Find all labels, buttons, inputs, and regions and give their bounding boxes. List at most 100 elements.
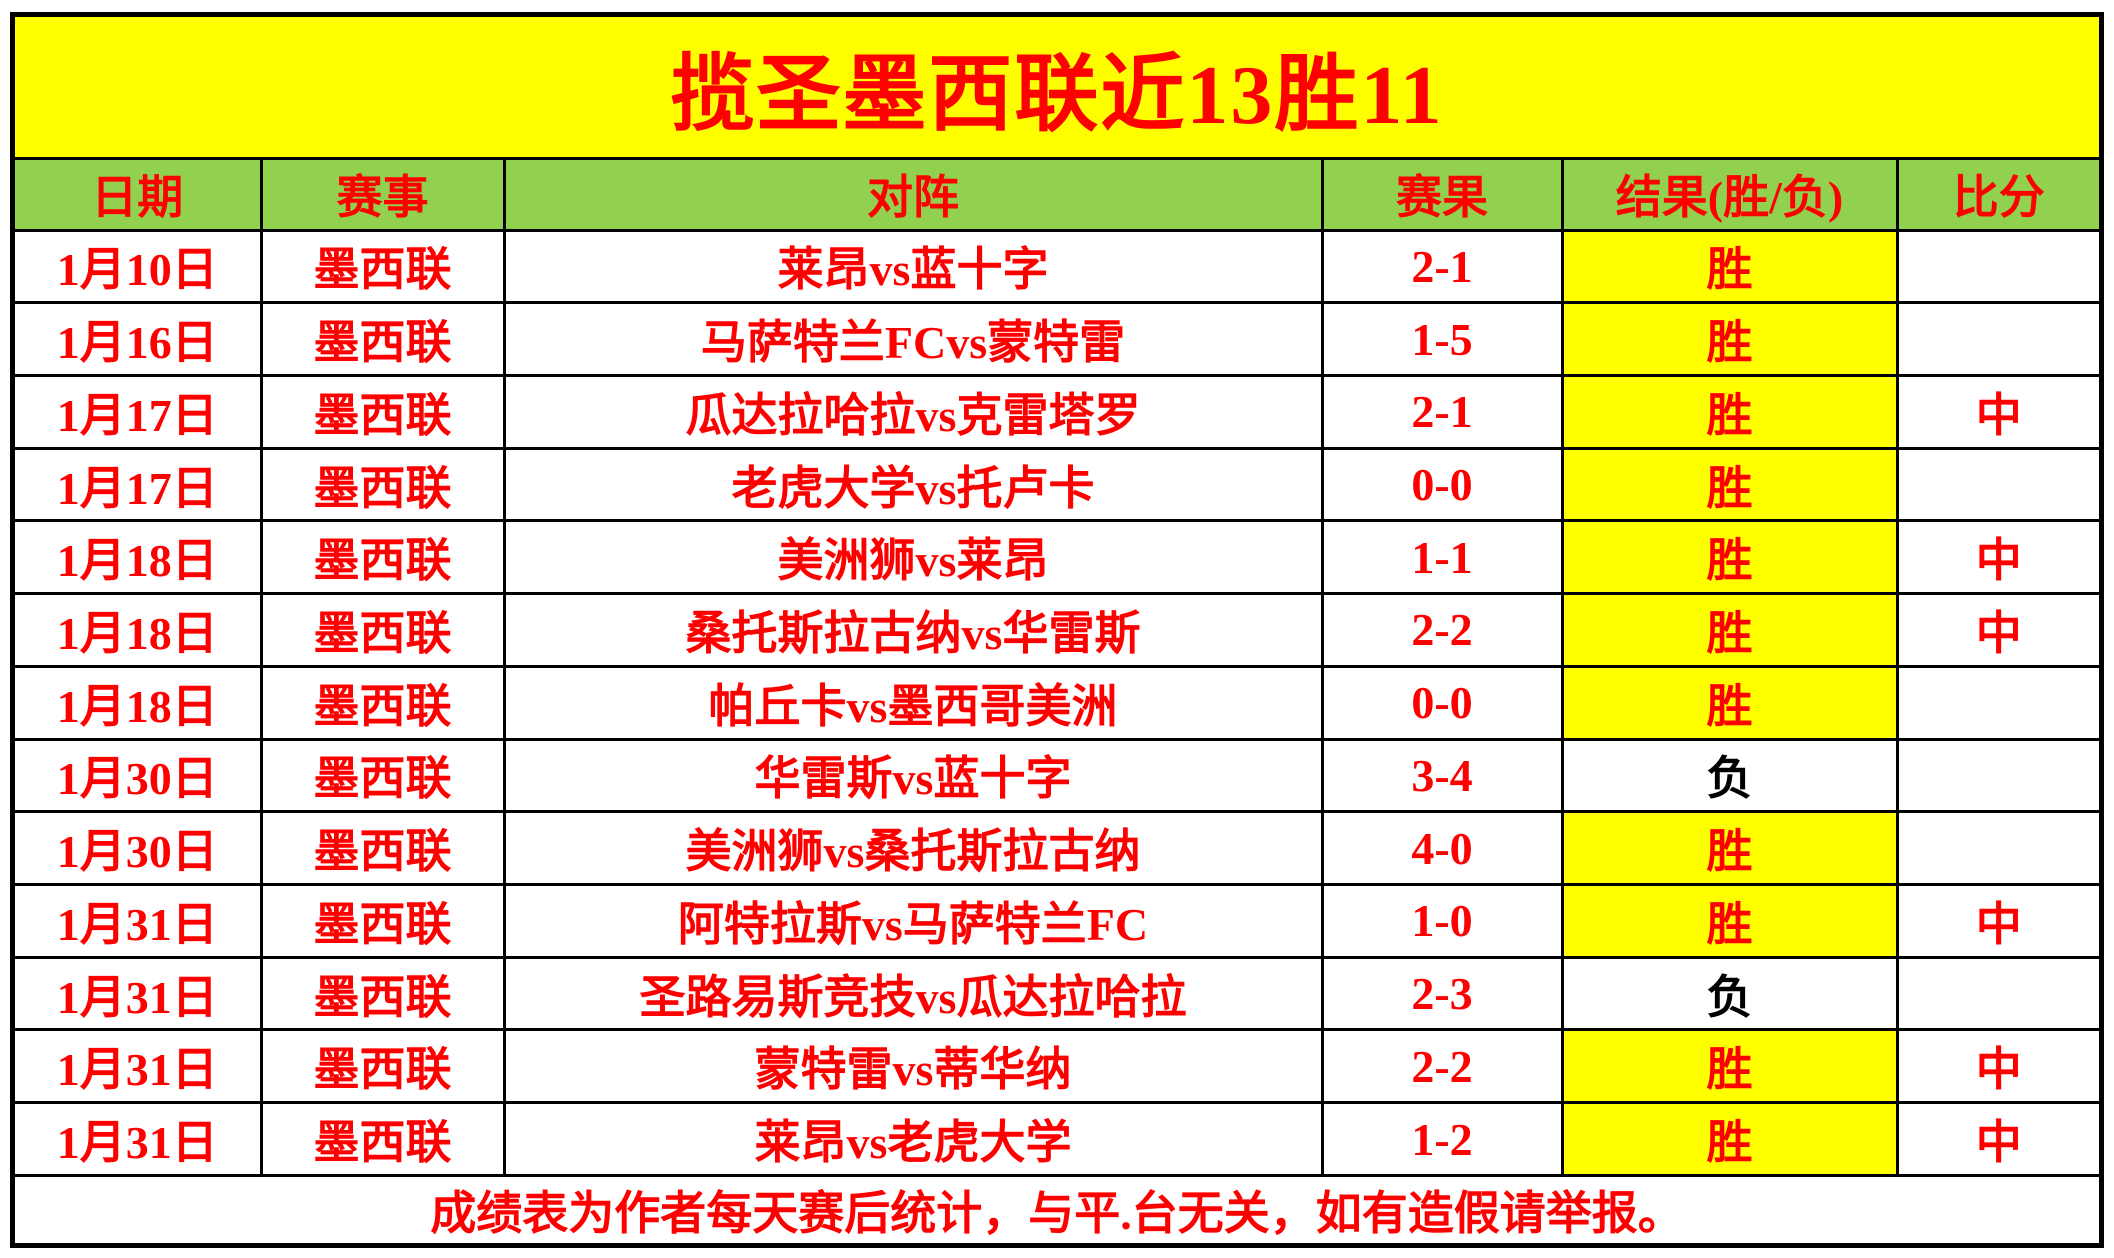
score-cell: 1-0 [1320,882,1564,959]
table-row: 1月17日 墨西联 老虎大学vs托卢卡 0-0 胜 [13,446,2101,523]
match-cell: 蒙特雷vs蒂华纳 [502,1028,1324,1105]
league-cell: 墨西联 [259,1028,506,1105]
score-cell: 0-0 [1320,446,1564,523]
result-cell: 胜 [1560,810,1899,886]
table-row: 1月31日 墨西联 阿特拉斯vs马萨特兰FC 1-0 胜 中 [13,882,2101,959]
hit-cell: 中 [1895,592,2101,668]
score-cell: 4-0 [1320,810,1564,886]
hit-cell [1895,301,2101,377]
league-cell: 墨西联 [259,301,506,377]
score-cell: 2-1 [1320,373,1564,450]
league-cell: 墨西联 [259,446,506,523]
table-row: 1月18日 墨西联 帕丘卡vs墨西哥美洲 0-0 胜 [13,664,2101,741]
column-header-league: 赛事 [259,158,506,232]
result-cell: 胜 [1560,373,1899,450]
date-cell: 1月18日 [13,519,263,596]
date-cell: 1月18日 [13,592,263,668]
result-cell: 胜 [1560,519,1899,596]
score-cell: 3-4 [1320,737,1564,814]
date-cell: 1月16日 [13,301,263,377]
match-cell: 阿特拉斯vs马萨特兰FC [502,882,1324,959]
score-cell: 1-2 [1320,1101,1564,1177]
hit-cell [1895,664,2101,741]
hit-cell: 中 [1895,882,2101,959]
league-cell: 墨西联 [259,882,506,959]
hit-cell [1895,810,2101,886]
league-cell: 墨西联 [259,1101,506,1177]
result-cell: 胜 [1560,664,1899,741]
date-cell: 1月18日 [13,664,263,741]
table-row: 1月31日 墨西联 蒙特雷vs蒂华纳 2-2 胜 中 [13,1028,2101,1105]
results-sheet: 揽圣墨西联近13胜11 日期 赛事 对阵 赛果 结果(胜/负) 比分 1月10日… [10,12,2104,1248]
footer-row: 成绩表为作者每天赛后统计，与平.台无关，如有造假请举报。 [13,1174,2101,1245]
score-cell: 2-2 [1320,592,1564,668]
footer-note: 成绩表为作者每天赛后统计，与平.台无关，如有造假请举报。 [13,1174,2101,1245]
table-row: 1月31日 墨西联 圣路易斯竞技vs瓜达拉哈拉 2-3 负 [13,955,2101,1032]
table-row: 1月18日 墨西联 桑托斯拉古纳vs华雷斯 2-2 胜 中 [13,592,2101,668]
date-cell: 1月31日 [13,882,263,959]
result-cell: 胜 [1560,228,1899,305]
score-cell: 2-2 [1320,1028,1564,1105]
score-cell: 1-5 [1320,301,1564,377]
date-cell: 1月31日 [13,955,263,1032]
score-cell: 2-1 [1320,228,1564,305]
table-row: 1月30日 墨西联 华雷斯vs蓝十字 3-4 负 [13,737,2101,814]
date-cell: 1月17日 [13,446,263,523]
table-row: 1月16日 墨西联 马萨特兰FCvs蒙特雷 1-5 胜 [13,301,2101,377]
column-header-date: 日期 [13,158,263,232]
table-row: 1月17日 墨西联 瓜达拉哈拉vs克雷塔罗 2-1 胜 中 [13,373,2101,450]
date-cell: 1月10日 [13,228,263,305]
match-cell: 瓜达拉哈拉vs克雷塔罗 [502,373,1324,450]
match-cell: 华雷斯vs蓝十字 [502,737,1324,814]
hit-cell: 中 [1895,1101,2101,1177]
column-header-score: 赛果 [1320,158,1564,232]
match-cell: 帕丘卡vs墨西哥美洲 [502,664,1324,741]
score-cell: 2-3 [1320,955,1564,1032]
date-cell: 1月30日 [13,737,263,814]
match-cell: 老虎大学vs托卢卡 [502,446,1324,523]
result-cell: 胜 [1560,1028,1899,1105]
hit-cell [1895,446,2101,523]
match-cell: 美洲狮vs莱昂 [502,519,1324,596]
result-cell: 胜 [1560,301,1899,377]
match-cell: 桑托斯拉古纳vs华雷斯 [502,592,1324,668]
hit-cell [1895,955,2101,1032]
date-cell: 1月30日 [13,810,263,886]
column-header-match: 对阵 [502,158,1324,232]
match-cell: 美洲狮vs桑托斯拉古纳 [502,810,1324,886]
league-cell: 墨西联 [259,810,506,886]
match-cell: 莱昂vs蓝十字 [502,228,1324,305]
table-row: 1月30日 墨西联 美洲狮vs桑托斯拉古纳 4-0 胜 [13,810,2101,886]
date-cell: 1月31日 [13,1101,263,1177]
match-cell: 莱昂vs老虎大学 [502,1101,1324,1177]
result-cell: 胜 [1560,1101,1899,1177]
table-row: 1月10日 墨西联 莱昂vs蓝十字 2-1 胜 [13,228,2101,305]
league-cell: 墨西联 [259,519,506,596]
league-cell: 墨西联 [259,228,506,305]
match-cell: 圣路易斯竞技vs瓜达拉哈拉 [502,955,1324,1032]
results-table: 日期 赛事 对阵 赛果 结果(胜/负) 比分 1月10日 墨西联 莱昂vs蓝十字… [13,158,2101,1245]
score-cell: 0-0 [1320,664,1564,741]
league-cell: 墨西联 [259,592,506,668]
header-row: 日期 赛事 对阵 赛果 结果(胜/负) 比分 [13,158,2101,232]
league-cell: 墨西联 [259,737,506,814]
result-cell: 胜 [1560,446,1899,523]
result-cell: 负 [1560,955,1899,1032]
hit-cell: 中 [1895,519,2101,596]
result-cell: 胜 [1560,592,1899,668]
match-cell: 马萨特兰FCvs蒙特雷 [502,301,1324,377]
column-header-result: 结果(胜/负) [1560,158,1899,232]
result-cell: 负 [1560,737,1899,814]
table-row: 1月31日 墨西联 莱昂vs老虎大学 1-2 胜 中 [13,1101,2101,1177]
hit-cell: 中 [1895,1028,2101,1105]
table-row: 1月18日 墨西联 美洲狮vs莱昂 1-1 胜 中 [13,519,2101,596]
league-cell: 墨西联 [259,664,506,741]
date-cell: 1月31日 [13,1028,263,1105]
hit-cell: 中 [1895,373,2101,450]
result-cell: 胜 [1560,882,1899,959]
score-cell: 1-1 [1320,519,1564,596]
league-cell: 墨西联 [259,373,506,450]
column-header-hit: 比分 [1895,158,2101,232]
date-cell: 1月17日 [13,373,263,450]
hit-cell [1895,737,2101,814]
